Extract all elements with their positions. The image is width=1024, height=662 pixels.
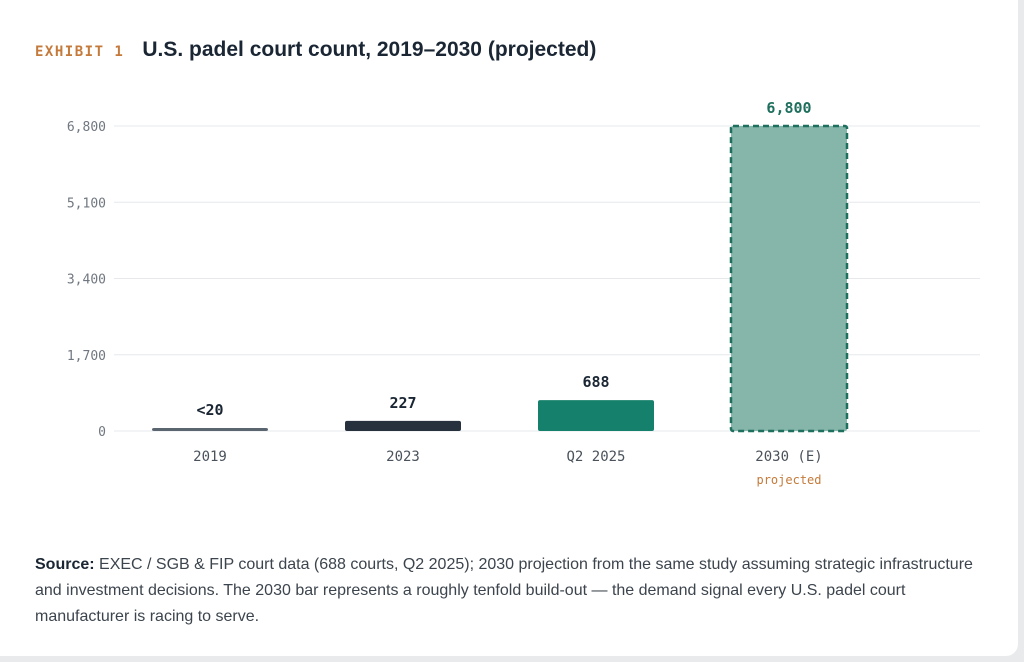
bar-labels: <20 227 688 6,800 xyxy=(196,99,811,419)
projected-sublabel: projected xyxy=(756,473,821,487)
gridlines xyxy=(114,125,980,432)
y-tick-label: 5,100 xyxy=(67,196,106,211)
value-label: 6,800 xyxy=(766,99,811,117)
x-category-label: 2019 xyxy=(193,449,227,465)
y-tick-label: 3,400 xyxy=(67,273,106,288)
chart-header: EXHIBIT 1 U.S. padel court count, 2019–2… xyxy=(35,38,596,62)
y-tick-label: 0 xyxy=(98,425,106,440)
value-label: <20 xyxy=(196,401,223,419)
bar-q2-2025 xyxy=(538,400,654,431)
x-category-label: Q2 2025 xyxy=(566,449,625,465)
bars xyxy=(152,124,849,433)
y-tick-label: 6,800 xyxy=(67,120,106,135)
source-label: Source: xyxy=(35,556,95,573)
bar-chart: 0 1,700 3,400 5,100 6,800 <20 227 688 6,800 201… xyxy=(67,99,980,487)
x-category-label: 2023 xyxy=(386,449,420,465)
exhibit-label: EXHIBIT 1 xyxy=(35,44,125,60)
x-axis-categories: 2019 2023 Q2 2025 2030 (E) projected xyxy=(193,449,823,487)
value-label: 227 xyxy=(389,394,416,412)
bar-2023 xyxy=(345,420,461,431)
source-footnote: Source: EXEC / SGB & FIP court data (688… xyxy=(35,552,995,630)
x-category-label: 2030 (E) xyxy=(755,449,822,465)
y-axis-ticks: 0 1,700 3,400 5,100 6,800 xyxy=(67,120,106,440)
chart-title: U.S. padel court count, 2019–2030 (proje… xyxy=(142,38,597,61)
bar-2019 xyxy=(152,428,268,431)
value-label: 688 xyxy=(582,373,609,391)
source-text: EXEC / SGB & FIP court data (688 courts,… xyxy=(35,556,973,625)
y-tick-label: 1,700 xyxy=(67,349,106,364)
bar-2030-e xyxy=(729,124,849,433)
